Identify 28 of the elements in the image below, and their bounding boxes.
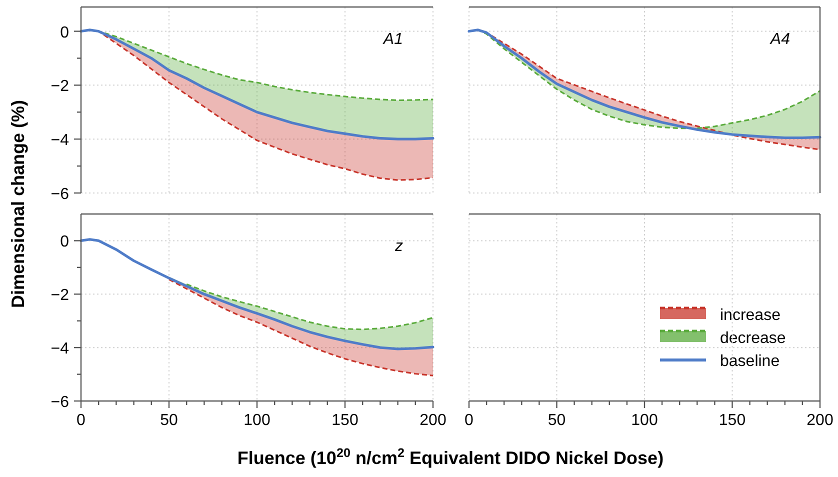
x-tick-label: 200 — [420, 412, 446, 429]
x-tick-label: 0 — [76, 412, 86, 429]
annotation: z — [394, 238, 403, 255]
x-axis-title: Fluence (10$^{20}$ n/cm$^{2}$ Equivalent DIDO Nickel Dose) — [237, 446, 664, 468]
legend-label: baseline — [720, 353, 780, 370]
x-tick-label: 50 — [160, 412, 178, 429]
y-tick-label: −2 — [50, 78, 70, 96]
y-tick-label: 0 — [60, 234, 70, 251]
x-tick-label: 0 — [464, 412, 474, 429]
x-tick-label: 200 — [806, 412, 834, 429]
y-tick-label: −2 — [50, 287, 70, 304]
y-tick-label: −6 — [50, 394, 70, 411]
legend-label: increase — [720, 307, 781, 324]
y-tick-label: −6 — [50, 186, 70, 203]
x-tick-label: 100 — [631, 412, 658, 429]
legend-label: decrease — [720, 330, 786, 347]
x-tick-label: 50 — [548, 412, 566, 429]
x-tick-label: 150 — [718, 412, 746, 429]
annotation: A1 — [382, 31, 403, 48]
y-tick-label: 0 — [60, 24, 70, 42]
y-axis-title: Dimensional change (%) — [8, 100, 28, 308]
annotation: A4 — [769, 31, 790, 48]
y-tick-label: −4 — [50, 340, 70, 358]
x-tick-label: 100 — [244, 412, 270, 429]
x-tick-label: 150 — [332, 412, 358, 429]
line-series — [168, 278, 434, 376]
line-series — [186, 283, 434, 330]
y-tick-label: −4 — [50, 132, 70, 150]
